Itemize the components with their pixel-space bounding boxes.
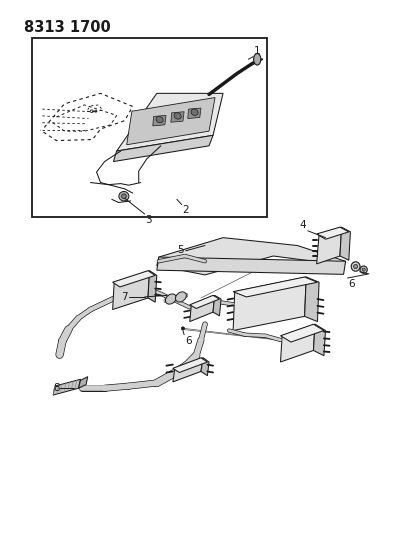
- Polygon shape: [171, 112, 184, 122]
- Bar: [32, 38, 267, 216]
- Polygon shape: [233, 277, 306, 330]
- Polygon shape: [53, 379, 80, 395]
- Polygon shape: [156, 238, 345, 275]
- Polygon shape: [304, 277, 318, 321]
- Polygon shape: [189, 295, 219, 309]
- Ellipse shape: [175, 292, 186, 302]
- Text: 6: 6: [347, 279, 354, 289]
- Ellipse shape: [353, 264, 357, 269]
- Polygon shape: [156, 257, 345, 274]
- Polygon shape: [233, 277, 317, 297]
- Polygon shape: [213, 295, 220, 316]
- Polygon shape: [116, 93, 222, 151]
- Polygon shape: [339, 227, 350, 260]
- Polygon shape: [173, 358, 207, 373]
- Ellipse shape: [361, 268, 364, 271]
- Ellipse shape: [191, 109, 198, 116]
- Ellipse shape: [156, 116, 163, 123]
- Polygon shape: [148, 271, 156, 302]
- Polygon shape: [280, 324, 314, 362]
- Text: 5: 5: [177, 245, 184, 255]
- Ellipse shape: [121, 194, 126, 199]
- Text: 4: 4: [299, 220, 306, 230]
- Text: 6: 6: [184, 336, 191, 346]
- Polygon shape: [126, 98, 214, 145]
- Text: 8: 8: [53, 383, 59, 393]
- Ellipse shape: [174, 112, 181, 119]
- Text: 3: 3: [145, 215, 152, 225]
- Ellipse shape: [181, 327, 184, 330]
- Polygon shape: [173, 358, 202, 382]
- Text: 8313 1700: 8313 1700: [24, 20, 111, 35]
- Ellipse shape: [253, 53, 260, 65]
- Polygon shape: [313, 324, 325, 356]
- Text: 1: 1: [254, 46, 260, 56]
- Polygon shape: [113, 135, 213, 161]
- Ellipse shape: [119, 191, 128, 201]
- Ellipse shape: [351, 262, 359, 271]
- Ellipse shape: [165, 294, 176, 304]
- Polygon shape: [316, 227, 348, 239]
- Text: 2: 2: [182, 205, 189, 215]
- Text: 7: 7: [121, 292, 128, 302]
- Polygon shape: [112, 271, 149, 310]
- Polygon shape: [280, 324, 323, 342]
- Polygon shape: [153, 116, 166, 126]
- Polygon shape: [187, 108, 200, 118]
- Polygon shape: [316, 227, 341, 264]
- Polygon shape: [78, 377, 88, 388]
- Polygon shape: [200, 358, 209, 376]
- Polygon shape: [189, 295, 214, 321]
- Ellipse shape: [359, 266, 366, 273]
- Polygon shape: [112, 271, 155, 287]
